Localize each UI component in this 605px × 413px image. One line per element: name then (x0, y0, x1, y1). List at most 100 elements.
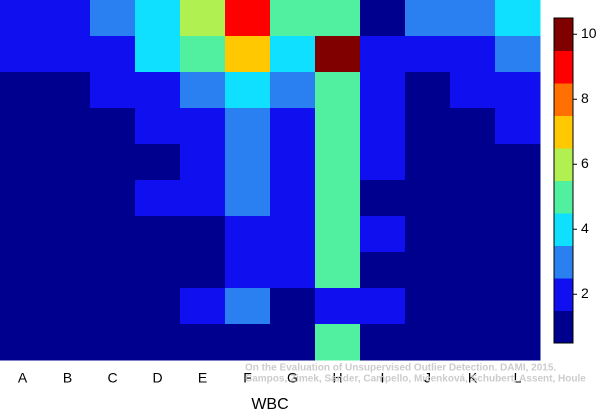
heatmap-cell (225, 252, 271, 289)
heatmap-cell (45, 216, 91, 253)
heatmap-cell (270, 180, 316, 217)
heatmap-cell (90, 252, 136, 289)
heatmap-cell (315, 180, 361, 217)
heatmap-cell (135, 216, 181, 253)
heatmap-cell (495, 36, 541, 73)
heatmap-cell (360, 72, 406, 109)
heatmap-cell (405, 216, 451, 253)
heatmap-cell (495, 108, 541, 145)
colorbar-swatch (554, 245, 573, 279)
heatmap-cell (495, 216, 541, 253)
heatmap-cell (180, 36, 226, 73)
heatmap-cell (45, 288, 91, 325)
heatmap-cell (495, 144, 541, 181)
heatmap-cell (225, 0, 271, 37)
heatmap-cell (135, 144, 181, 181)
heatmap-cell (225, 288, 271, 325)
heatmap-cell (45, 108, 91, 145)
heatmap-cell (90, 288, 136, 325)
heatmap-cell (180, 252, 226, 289)
heatmap-cell (180, 72, 226, 109)
heatmap-cell (225, 324, 271, 361)
colorbar-tick-label: 4 (581, 220, 589, 236)
heatmap-cell (135, 72, 181, 109)
heatmap-cell (225, 144, 271, 181)
x-tick-label: G (287, 370, 298, 386)
heatmap-cell (450, 72, 496, 109)
heatmap-cell (450, 252, 496, 289)
heatmap-cell (45, 252, 91, 289)
colorbar-frame (553, 17, 574, 344)
heatmap-cell (45, 324, 91, 361)
x-tick-label: A (18, 370, 28, 386)
x-tick-label: E (198, 370, 207, 386)
heatmap-cell (0, 144, 46, 181)
heatmap-cell (495, 180, 541, 217)
heatmap-cell (90, 0, 136, 37)
heatmap-cell (270, 216, 316, 253)
heatmap-cell (405, 36, 451, 73)
heatmap-cell (360, 324, 406, 361)
heatmap-cell (180, 180, 226, 217)
heatmap-cell (180, 144, 226, 181)
heatmap-cell (315, 36, 361, 73)
heatmap-cell (180, 0, 226, 37)
colorbar-swatch (554, 115, 573, 149)
colorbar-swatch (554, 50, 573, 84)
heatmap-cell (450, 180, 496, 217)
heatmap-cell (135, 252, 181, 289)
x-axis-label: WBC (251, 396, 288, 413)
colorbar-swatch (554, 180, 573, 214)
heatmap-cell (450, 324, 496, 361)
heatmap-cell (0, 72, 46, 109)
heatmap-cell (180, 324, 226, 361)
heatmap-cell (315, 216, 361, 253)
x-tick-label: J (424, 370, 431, 386)
heatmap-cell (180, 288, 226, 325)
heatmap-cell (225, 72, 271, 109)
colorbar-tick-label: 6 (581, 155, 589, 171)
heatmap-cell (225, 36, 271, 73)
heatmap-cell (0, 108, 46, 145)
x-tick-label: C (107, 370, 117, 386)
watermark: Campos, Zimek, Sander, Campello, Micenko… (245, 374, 586, 385)
heatmap-cell (315, 144, 361, 181)
heatmap-cell (450, 0, 496, 37)
colorbar-tick-label: 8 (581, 90, 589, 106)
heatmap-cell (360, 108, 406, 145)
heatmap-cell (495, 72, 541, 109)
heatmap-cell (405, 180, 451, 217)
heatmap-cell (90, 144, 136, 181)
heatmap-cell (270, 36, 316, 73)
colorbar-swatch (554, 148, 573, 181)
heatmap-cell (0, 252, 46, 289)
heatmap-cell (450, 108, 496, 145)
heatmap-cell (360, 252, 406, 289)
heatmap-cell (180, 108, 226, 145)
heatmap-cell (0, 36, 46, 73)
heatmap-cell (0, 324, 46, 361)
heatmap-cell (360, 180, 406, 217)
heatmap-cell (495, 324, 541, 361)
x-tick-label: K (468, 370, 478, 386)
heatmap-cell (45, 180, 91, 217)
heatmap-cell (0, 0, 46, 37)
heatmap-cell (315, 288, 361, 325)
heatmap-cell (360, 36, 406, 73)
heatmap-cell (135, 36, 181, 73)
heatmap-cell (270, 144, 316, 181)
heatmap-cell (360, 0, 406, 37)
heatmap-cell (315, 72, 361, 109)
x-tick-label: L (514, 370, 522, 386)
heatmap-cell (135, 180, 181, 217)
heatmap-cell (450, 288, 496, 325)
heatmap-cell (45, 0, 91, 37)
heatmap-cell (90, 324, 136, 361)
watermark: On the Evaluation of Unsupervised Outlie… (245, 363, 556, 374)
heatmap-cell (360, 216, 406, 253)
heatmap-cell (495, 0, 541, 37)
heatmap-cell (225, 108, 271, 145)
heatmap-cell (315, 0, 361, 37)
heatmap-cell (405, 324, 451, 361)
heatmap-cell (135, 0, 181, 37)
